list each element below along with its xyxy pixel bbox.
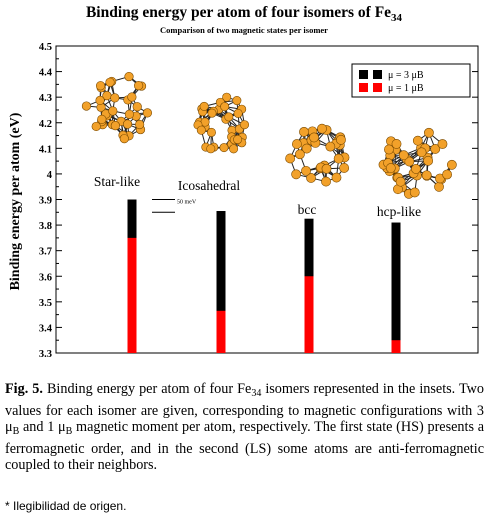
legend-entry: μ = 3 μB	[388, 70, 424, 81]
chart-title-subscript: 34	[391, 12, 403, 24]
bar-icosahedral-ls	[216, 310, 226, 353]
category-label: Star-like	[94, 174, 140, 189]
y-tick-label: 4	[47, 170, 53, 181]
y-tick-label: 4.3	[39, 93, 52, 104]
figure-caption: Fig. 5. Binding energy per atom of four …	[5, 381, 484, 474]
bar-star-like-ls	[127, 237, 137, 353]
caption-sub-34: 34	[251, 388, 262, 399]
legend-swatch	[359, 83, 368, 92]
bar-hcp-like-ls	[391, 340, 401, 353]
legend-swatch	[373, 70, 382, 79]
y-axis-label: Binding energy per atom (eV)	[8, 112, 23, 290]
bar-icosahedral-hs	[216, 211, 226, 353]
chart-title: Binding energy per atom of four isomers …	[86, 4, 403, 24]
y-tick-label: 4.2	[39, 119, 52, 130]
y-tick-label: 3.8	[39, 221, 52, 232]
y-tick-label: 4.4	[39, 68, 53, 79]
caption-text-1: Binding energy per atom of four Fe	[42, 381, 252, 397]
caption-sub-b2: B	[65, 426, 73, 437]
bar-hcp-like-hs	[391, 222, 401, 353]
caption-text-3: and 1 μ	[19, 419, 66, 435]
chart-subtitle: Comparison of two magnetic states per is…	[160, 25, 328, 35]
legend-swatch	[373, 83, 382, 92]
y-tick-label: 3.7	[39, 247, 52, 258]
category-label: Icosahedral	[178, 178, 240, 193]
icosahedral-cluster-inset	[193, 92, 250, 154]
legend-box	[351, 63, 471, 98]
annotation-label: 50 meV	[177, 200, 197, 206]
caption-sub-b1: B	[12, 426, 20, 437]
caption-label: Fig. 5.	[5, 381, 43, 397]
chart-area: Binding energy per atom of four isomers …	[8, 4, 479, 360]
bcc-cluster-inset	[285, 123, 350, 187]
bar-bcc-ls	[304, 276, 314, 353]
category-label: hcp-like	[377, 204, 421, 219]
y-tick-label: 3.6	[39, 272, 52, 283]
caption-text-4: magnetic moment per atom, respectively. …	[5, 419, 484, 473]
star-like-cluster-inset	[81, 71, 153, 144]
y-tick-label: 4.1	[39, 144, 52, 155]
legend-swatch	[359, 70, 368, 79]
legend-entry: μ = 1 μB	[388, 83, 424, 94]
category-label: bcc	[298, 202, 317, 217]
y-tick-label: 3.4	[39, 323, 53, 334]
y-tick-label: 4.5	[39, 42, 52, 53]
binding-energy-chart: Binding energy per atom of four isomers …	[8, 4, 479, 360]
y-tick-label: 3.9	[39, 196, 52, 207]
y-tick-label: 3.3	[39, 349, 52, 360]
caption-text-2: isomers represented in the insets. Two v…	[5, 381, 484, 435]
y-tick-label: 3.5	[39, 298, 52, 309]
footnote: * Ilegibilidad de origen.	[5, 499, 127, 513]
hcp-like-cluster-inset	[378, 127, 457, 199]
